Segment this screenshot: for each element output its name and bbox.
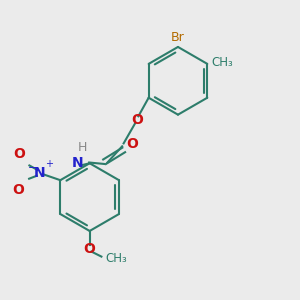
Text: N: N: [72, 155, 84, 170]
Text: CH₃: CH₃: [106, 252, 128, 266]
Text: O: O: [12, 183, 24, 197]
Text: O: O: [13, 147, 25, 161]
Text: N: N: [34, 166, 46, 180]
Text: O: O: [84, 242, 96, 256]
Text: −: −: [28, 163, 37, 173]
Text: O: O: [131, 113, 143, 127]
Text: +: +: [45, 159, 53, 169]
Text: H: H: [78, 141, 87, 154]
Text: Br: Br: [171, 31, 185, 44]
Text: O: O: [127, 137, 138, 151]
Text: CH₃: CH₃: [212, 56, 233, 69]
